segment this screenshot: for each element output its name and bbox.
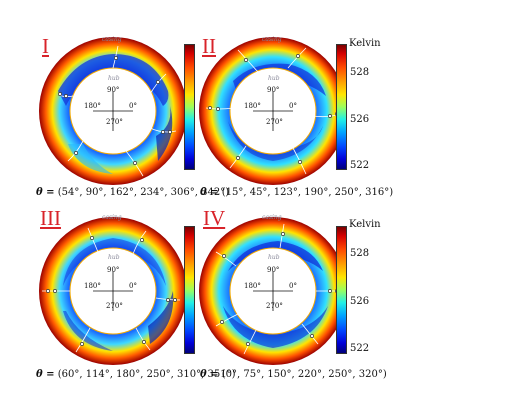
colorbar-iii <box>184 226 195 354</box>
theta-values-iii: (60°, 114°, 180°, 250°, 310°, 351°) <box>57 369 236 380</box>
hub-label-ii: hub <box>268 75 280 82</box>
angle-180-i: 180° <box>84 102 101 110</box>
annulus-plot-iii <box>39 217 187 365</box>
colorbar-unit-iv: Kelvin <box>349 219 381 230</box>
casing-label-iv: casing <box>262 214 282 221</box>
theta-caption-iv: θ = (0°, 75°, 150°, 220°, 250°, 320°) <box>200 369 387 380</box>
colorbar-ii <box>336 44 347 170</box>
angle-0-ii: 0° <box>289 102 297 110</box>
angle-270-iv: 270° <box>266 302 283 310</box>
angle-180-ii: 180° <box>244 102 261 110</box>
colorbar-tick-522-iv: 522 <box>350 343 370 354</box>
theta-caption-ii: θ = (15°, 45°, 123°, 190°, 250°, 316°) <box>200 187 393 198</box>
annulus-plot-i <box>39 37 187 185</box>
panel-label-iv: IV <box>203 206 226 230</box>
theta-values-i: (54°, 90°, 162°, 234°, 306°, 342°) <box>57 187 230 198</box>
colorbar-unit-ii: Kelvin <box>349 38 381 49</box>
theta-symbol-iii: θ = <box>36 369 55 380</box>
colorbar-tick-528-iv: 528 <box>350 248 370 259</box>
angle-90-ii: 90° <box>267 86 280 94</box>
casing-label-ii: casing <box>262 36 282 43</box>
angle-90-iii: 90° <box>107 266 120 274</box>
angle-90-iv: 90° <box>267 266 280 274</box>
angle-0-iv: 0° <box>289 282 297 290</box>
angle-270-iii: 270° <box>106 302 123 310</box>
annulus-plot-ii <box>199 37 347 185</box>
colorbar-i <box>184 44 195 170</box>
colorbar-tick-526-ii: 526 <box>350 114 370 125</box>
theta-symbol-i: θ = <box>36 187 55 198</box>
angle-0-iii: 0° <box>129 282 137 290</box>
angle-0-i: 0° <box>129 102 137 110</box>
colorbar-tick-522-ii: 522 <box>350 160 370 171</box>
hub-label-iii: hub <box>108 254 120 261</box>
angle-180-iii: 180° <box>84 282 101 290</box>
casing-label-i: casing <box>102 36 122 43</box>
theta-symbol-iv: θ = <box>200 369 219 380</box>
colorbar-iv <box>336 226 347 354</box>
colorbar-tick-526-iv: 526 <box>350 296 370 307</box>
angle-270-i: 270° <box>106 118 123 126</box>
annulus-plot-iv <box>199 217 347 365</box>
theta-caption-i: θ = (54°, 90°, 162°, 234°, 306°, 342°) <box>36 187 229 198</box>
theta-caption-iii: θ = (60°, 114°, 180°, 250°, 310°, 351°) <box>36 369 235 380</box>
angle-270-ii: 270° <box>266 118 283 126</box>
colorbar-tick-528-ii: 528 <box>350 67 370 78</box>
hub-label-i: hub <box>108 75 120 82</box>
panel-label-i: I <box>42 34 49 58</box>
theta-symbol-ii: θ = <box>200 187 219 198</box>
theta-values-ii: (15°, 45°, 123°, 190°, 250°, 316°) <box>221 187 394 198</box>
angle-180-iv: 180° <box>244 282 261 290</box>
hub-label-iv: hub <box>268 254 280 261</box>
casing-label-iii: casing <box>102 214 122 221</box>
theta-values-iv: (0°, 75°, 150°, 220°, 250°, 320°) <box>221 369 387 380</box>
panel-label-iii: III <box>40 206 61 230</box>
panel-label-ii: II <box>202 34 216 58</box>
angle-90-i: 90° <box>107 86 120 94</box>
